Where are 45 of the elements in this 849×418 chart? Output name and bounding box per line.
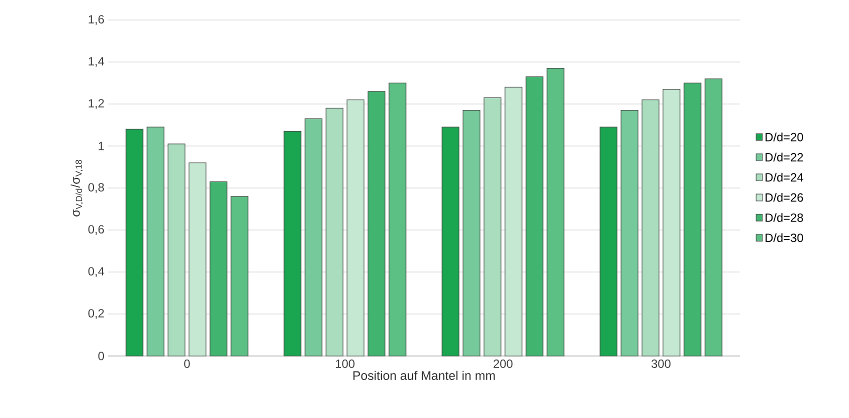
legend-label: D/d=24 — [766, 172, 804, 182]
bar — [210, 181, 228, 356]
y-tick-label: 1 — [98, 142, 104, 150]
bar — [484, 97, 502, 356]
bar — [462, 110, 480, 356]
legend-label: D/d=30 — [766, 233, 804, 242]
legend-label: D/d=22 — [766, 152, 803, 162]
y-tick-label: 0,4 — [88, 267, 104, 277]
bar — [704, 78, 722, 356]
y-tick-label: 0,2 — [88, 309, 104, 319]
legend-label: D/d=20 — [766, 132, 804, 142]
bar — [526, 76, 544, 356]
y-tick-label: 0,8 — [88, 183, 104, 193]
y-tick-label: 0 — [98, 352, 104, 360]
bar — [326, 108, 344, 356]
bar — [188, 162, 206, 356]
bar — [388, 82, 406, 356]
bar — [662, 88, 680, 356]
y-tick-label: 1,4 — [88, 57, 104, 67]
bar — [684, 82, 702, 356]
y-tick-label: 1,2 — [88, 99, 104, 109]
bar — [504, 86, 522, 356]
y-axis-title: σ$_{V,D/d}$/σ$_{V,18}$ — [70, 160, 84, 216]
bar — [620, 110, 638, 356]
bar — [168, 144, 186, 356]
bar — [146, 126, 164, 356]
legend-label: D/d=26 — [766, 193, 804, 202]
y-tick-label: 0,6 — [88, 225, 104, 235]
bar — [304, 118, 322, 356]
bar — [442, 126, 460, 356]
bar — [346, 99, 364, 356]
x-axis-title: Position auf Mantel in mm — [353, 370, 495, 380]
x-tick-label: 300 — [651, 360, 671, 368]
bar — [600, 126, 618, 356]
y-tick-label: 1,6 — [88, 15, 104, 25]
bar — [284, 130, 302, 356]
bar — [642, 99, 660, 356]
x-tick-label: 200 — [494, 360, 513, 368]
x-tick-label: 100 — [336, 360, 355, 368]
bar — [126, 128, 144, 356]
legend-label: D/d=28 — [766, 213, 804, 222]
bar — [546, 68, 564, 356]
bar — [368, 91, 386, 356]
bar — [230, 196, 248, 356]
x-tick-label: 0 — [184, 360, 190, 368]
